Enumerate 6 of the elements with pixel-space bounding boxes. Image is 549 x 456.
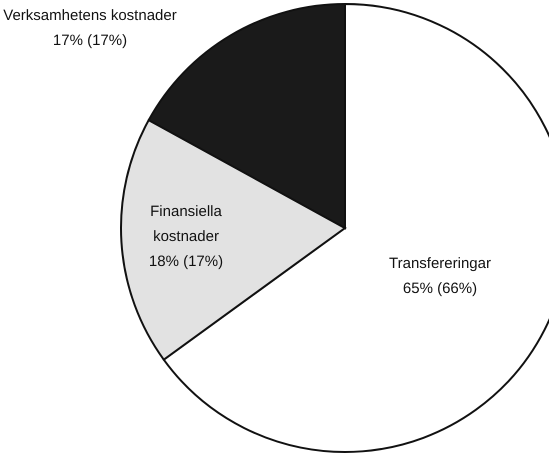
data-label: 65% (66%) [402, 280, 478, 297]
slice-label: Transfereringar [389, 255, 491, 272]
slice-label: Finansiella kostnader [150, 203, 222, 245]
slice-label: Verksamhetens kostnader [3, 7, 177, 24]
data-label: 18% (17%) [148, 253, 224, 270]
data-label: 17% (17%) [52, 32, 128, 49]
